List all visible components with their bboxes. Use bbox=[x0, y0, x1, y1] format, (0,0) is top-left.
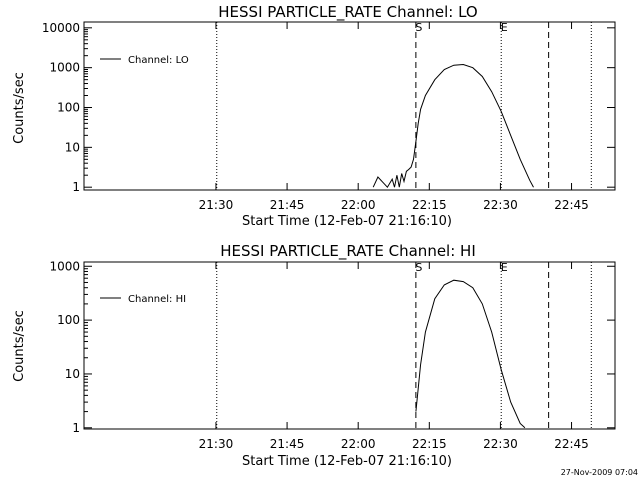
lo-x-tick-label: 21:30 bbox=[199, 198, 234, 212]
lo-channel-plot: HESSI PARTICLE_RATE Channel: LO 21:30 21:… bbox=[12, 3, 616, 229]
lo-x-ticks: 21:30 21:45 22:00 22:15 22:30 22:45 bbox=[199, 22, 589, 212]
timestamp-stamp: 27-Nov-2009 07:04 bbox=[561, 468, 638, 477]
hi-x-axis-label: Start Time (12-Feb-07 21:16:10) bbox=[242, 454, 452, 469]
lo-y-tick-label: 10000 bbox=[42, 21, 80, 35]
hi-x-tick-label: 21:30 bbox=[199, 437, 234, 451]
lo-y-ticks: 1 10 100 1000 10000 bbox=[42, 21, 615, 194]
hi-legend-label: Channel: HI bbox=[128, 294, 186, 305]
hi-x-tick-label: 21:45 bbox=[270, 437, 305, 451]
lo-legend-label: Channel: LO bbox=[128, 55, 189, 66]
hi-y-tick-label: 1000 bbox=[49, 259, 80, 273]
lo-y-axis-label: Counts/sec bbox=[12, 72, 27, 144]
lo-y-tick-label: 10 bbox=[65, 140, 80, 154]
hi-y-ticks: 1 10 100 1000 bbox=[49, 259, 615, 435]
hi-x-tick-label: 22:30 bbox=[483, 437, 518, 451]
lo-y-tick-label: 1 bbox=[72, 180, 80, 194]
hi-x-tick-label: 22:45 bbox=[554, 437, 589, 451]
lo-y-tick-label: 100 bbox=[57, 101, 80, 115]
lo-x-tick-label: 22:00 bbox=[341, 198, 376, 212]
lo-x-axis-label: Start Time (12-Feb-07 21:16:10) bbox=[242, 214, 452, 229]
lo-x-tick-label: 22:30 bbox=[483, 198, 518, 212]
lo-plot-frame bbox=[83, 21, 616, 191]
hi-series-line bbox=[415, 279, 526, 429]
hi-plot-frame bbox=[83, 261, 616, 430]
lo-y-tick-label: 1000 bbox=[49, 61, 80, 75]
hi-x-tick-label: 22:00 bbox=[341, 437, 376, 451]
lo-x-tick-label: 21:45 bbox=[270, 198, 305, 212]
hi-y-tick-label: 10 bbox=[65, 367, 80, 381]
hi-plot-title: HESSI PARTICLE_RATE Channel: HI bbox=[220, 242, 476, 261]
lo-marker-label-e: E bbox=[501, 21, 508, 34]
hi-channel-plot: HESSI PARTICLE_RATE Channel: HI 21:30 21:… bbox=[12, 242, 616, 469]
lo-series-line bbox=[372, 63, 534, 189]
hi-y-tick-label: 1 bbox=[72, 421, 80, 435]
hi-y-axis-label: Counts/sec bbox=[12, 310, 27, 382]
lo-x-tick-label: 22:45 bbox=[554, 198, 589, 212]
lo-plot-title: HESSI PARTICLE_RATE Channel: LO bbox=[218, 3, 477, 22]
lo-x-tick-label: 22:15 bbox=[412, 198, 447, 212]
lo-marker-label-s: S bbox=[415, 21, 422, 34]
hi-marker-label-e: E bbox=[501, 261, 508, 274]
hi-x-ticks: 21:30 21:45 22:00 22:15 22:30 22:45 bbox=[199, 262, 589, 451]
hi-x-tick-label: 22:15 bbox=[412, 437, 447, 451]
hi-marker-label-s: S bbox=[415, 261, 422, 274]
hi-y-tick-label: 100 bbox=[57, 313, 80, 327]
